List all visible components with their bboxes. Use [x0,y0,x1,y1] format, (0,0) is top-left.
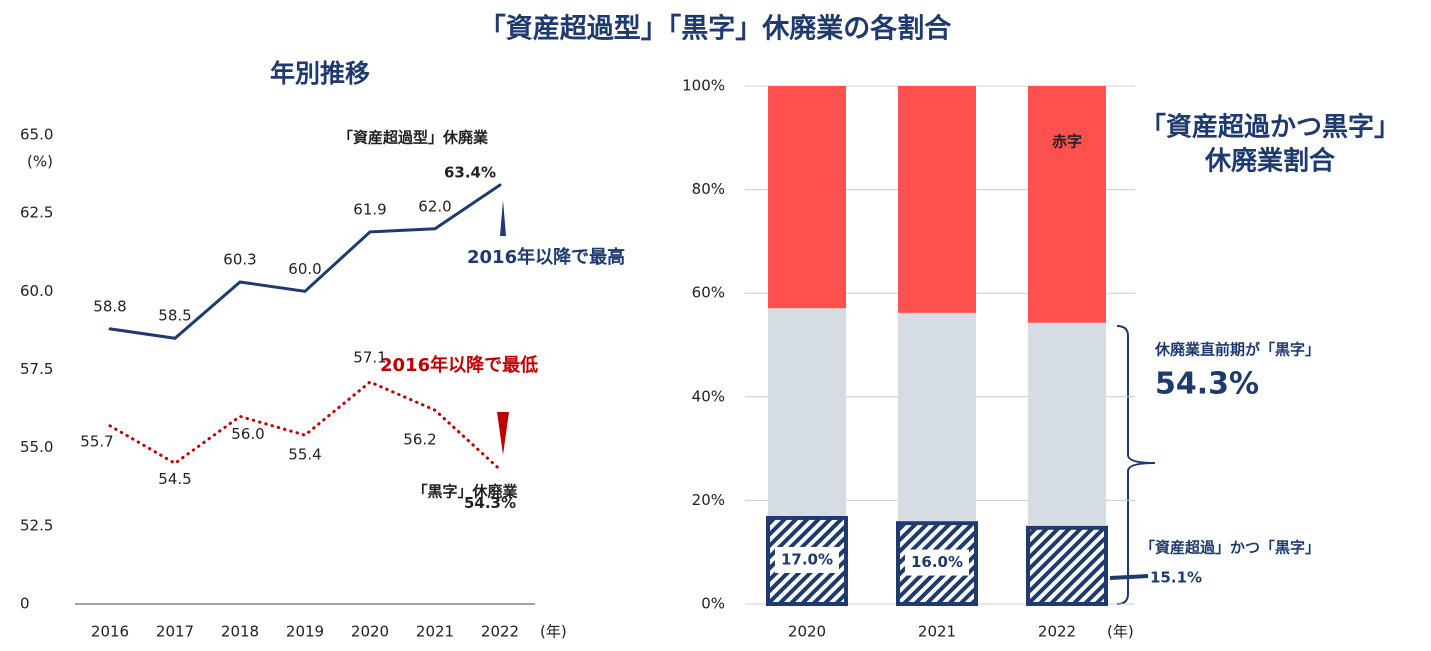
data-label: 56.0 [231,425,264,443]
bar-segment [898,312,976,522]
series-name: 「資産超過型」休廃業 [338,129,489,147]
y-tick-label: 0 [20,595,30,613]
x-tick-label: 2021 [918,623,956,641]
series-name: 「黒字」休廃業 [412,483,518,501]
data-label: 54.5 [158,470,191,488]
bracket [1116,325,1156,605]
x-tick-label: 2019 [286,623,324,641]
annotation: 2016年以降で最高 [467,246,625,268]
line [108,183,502,340]
data-label: 16.0% [911,553,963,571]
bar-segment [898,86,976,313]
x-tick-label: 2022 [1038,623,1076,641]
annotation: 休廃業直前期が「黒字」 [1154,341,1320,359]
y-tick-label: 0% [701,595,725,613]
label-box [905,549,969,576]
y-tick-label: 55.0 [20,438,53,456]
y-tick-label: 60% [692,284,725,302]
data-label: 61.9 [353,200,386,218]
arrow [497,412,509,455]
right-heading: 「資産超過かつ黒字」 [1140,112,1400,143]
data-label: 55.4 [288,446,321,464]
annotation-value: 54.3% [1155,367,1259,402]
arrow [500,200,506,236]
y-tick-label: 57.5 [20,360,53,378]
annotation: 2016年以降で最低 [380,354,538,376]
data-label: 54.3% [464,494,516,512]
label-box [775,546,839,573]
series-name: 赤字 [1052,133,1082,151]
left-subtitle: 年別推移 [270,59,370,88]
x-tick-label: 2016 [91,623,129,641]
data-label: 56.2 [403,431,436,449]
right-heading: 休廃業割合 [1204,146,1336,177]
y-tick-label: 62.5 [20,204,53,222]
data-label: 63.4% [444,164,496,182]
series-name: 「資産超過」かつ「黒字」 [1140,539,1320,557]
y-tick-label: 40% [692,387,725,405]
x-tick-label: 2020 [351,623,389,641]
y-tick-label: 20% [692,491,725,509]
bar-segment [768,86,846,309]
data-label: 62.0 [418,197,451,215]
x-tick-label: 2021 [416,623,454,641]
x-tick-label: 2017 [156,623,194,641]
x-unit: (年) [540,623,567,641]
y-tick-label: 80% [692,180,725,198]
data-label: 58.5 [158,307,191,325]
bar-segment [1028,322,1106,526]
y-unit: (%) [27,153,53,171]
x-tick-label: 2020 [788,623,826,641]
data-label: 57.1 [353,349,386,367]
page-title: 「資産超過型」「黒字」休廃業の各割合 [479,13,952,45]
bar-segment [1028,86,1106,323]
line [108,380,502,472]
data-label: 15.1% [1150,569,1202,587]
data-label: 60.0 [288,260,321,278]
bar-segment [1026,525,1108,606]
data-label: 58.8 [93,297,126,315]
x-tick-label: 2018 [221,623,259,641]
x-unit: (年) [1107,623,1134,641]
data-label: 60.3 [223,250,256,268]
x-tick-label: 2022 [481,623,519,641]
y-tick-label: 52.5 [20,516,53,534]
y-tick-label: 100% [682,77,725,95]
y-tick-label: 60.0 [20,282,53,300]
y-tick-label: 65.0 [20,126,53,144]
data-label: 55.7 [80,432,113,450]
bar-segment [768,308,846,516]
pointer [1109,574,1149,580]
data-label: 17.0% [781,550,833,568]
